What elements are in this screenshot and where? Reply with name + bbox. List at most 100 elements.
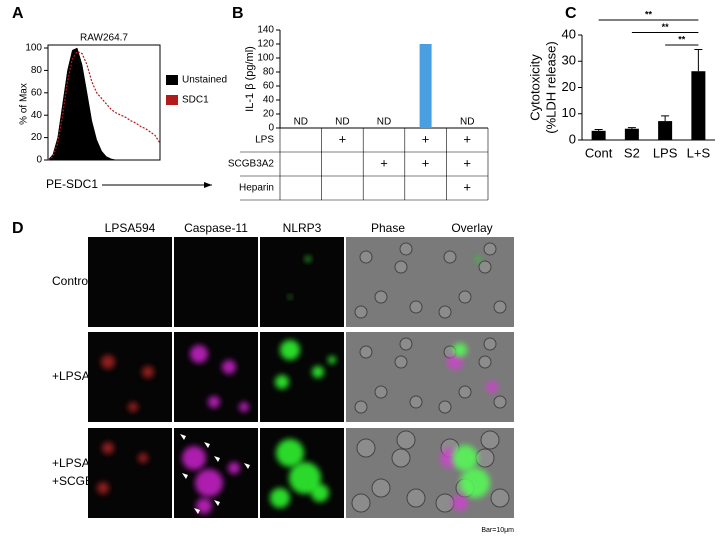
- cell-outline: [409, 300, 423, 314]
- y-tick-label: 40: [263, 95, 275, 106]
- fluorescence: [289, 462, 321, 494]
- x-tick-label: S2: [624, 145, 640, 160]
- cell-outline: [374, 385, 388, 399]
- bar: [419, 44, 432, 128]
- y-tick-label: 140: [257, 25, 274, 36]
- fluorescence: [288, 295, 292, 299]
- fluorescence: [280, 340, 300, 360]
- y-axis-label: Cytotoxicity: [527, 54, 542, 121]
- legend-label: Unstained: [182, 75, 227, 86]
- significance-label: **: [662, 22, 670, 32]
- y-tick-label: 30: [562, 53, 576, 68]
- y-tick-label: 40: [562, 26, 576, 41]
- panel-label: C: [565, 5, 577, 22]
- y-tick-label: 0: [268, 123, 274, 134]
- cell-outline: [359, 250, 373, 264]
- scale-bar-label: Bar=10μm: [481, 527, 514, 534]
- fluorescence: [276, 439, 304, 467]
- cell-outline: [399, 242, 413, 256]
- micrograph: [346, 332, 430, 422]
- bar: [624, 128, 639, 140]
- y-tick-label: 20: [562, 79, 576, 94]
- legend-swatch: [166, 95, 178, 105]
- fluorescence: [270, 488, 290, 508]
- cell-outline: [391, 448, 411, 468]
- bar: [658, 121, 673, 140]
- x-tick-label: L+S: [687, 145, 711, 160]
- table-cell: +: [463, 155, 471, 170]
- y-tick-label: 100: [25, 43, 42, 54]
- panel-label: D: [12, 220, 24, 237]
- value-label: ND: [294, 117, 308, 128]
- table-cell: +: [463, 131, 471, 146]
- row-label: SCGB3A2: [228, 159, 275, 170]
- cell-outline: [374, 290, 388, 304]
- micrograph-bg: [88, 428, 172, 518]
- cell-outline: [478, 260, 492, 274]
- fluorescence: [239, 402, 249, 412]
- micrograph: [346, 428, 430, 518]
- fluorescence: [486, 381, 498, 393]
- fluorescence: [102, 442, 114, 454]
- error-bar: [694, 48, 703, 72]
- arrowhead: [194, 508, 200, 514]
- micrograph: [260, 428, 344, 518]
- cell-outline: [438, 400, 452, 414]
- y-tick-label: 0: [569, 131, 576, 146]
- panel-label: A: [12, 5, 24, 22]
- cell-outline: [458, 385, 472, 399]
- cell-outline: [396, 430, 416, 450]
- cell-outline: [493, 300, 507, 314]
- fluorescence: [101, 355, 115, 369]
- micrograph-bg: [260, 237, 344, 327]
- cell-outline: [394, 260, 408, 274]
- fluorescence: [182, 446, 206, 470]
- error-bar: [594, 129, 603, 131]
- fluorescence: [452, 445, 478, 471]
- value-label: ND: [377, 117, 391, 128]
- cell-outline: [438, 305, 452, 319]
- y-tick-label: 20: [263, 109, 275, 120]
- table-cell: +: [339, 131, 347, 146]
- row-label: Heparin: [239, 183, 274, 194]
- fluorescence: [460, 468, 490, 498]
- y-tick-label: 120: [257, 39, 274, 50]
- bar: [591, 130, 606, 140]
- fluorescence: [328, 356, 336, 364]
- y-axis-label: % of Max: [19, 83, 30, 125]
- cell-outline: [371, 478, 391, 498]
- arrowhead: [244, 463, 250, 469]
- legend-label: SDC1: [182, 95, 209, 106]
- cell-outline: [399, 337, 413, 351]
- arrowhead: [182, 473, 188, 479]
- chart-title: RAW264.7: [80, 33, 128, 44]
- arrowhead: [214, 456, 220, 462]
- panel-label: B: [232, 5, 244, 22]
- cell-outline: [443, 250, 457, 264]
- histogram-line: [47, 47, 160, 161]
- fluorescence: [453, 343, 467, 357]
- cell-outline: [354, 400, 368, 414]
- cell-outline: [458, 290, 472, 304]
- error-bar: [627, 127, 636, 129]
- cell-outline: [483, 337, 497, 351]
- value-label: ND: [460, 117, 474, 128]
- micrograph: [88, 428, 172, 518]
- fluorescence: [208, 396, 220, 408]
- cell-outline: [354, 305, 368, 319]
- micrograph-bg: [260, 332, 344, 422]
- arrowhead: [204, 442, 210, 448]
- cell-outline: [356, 438, 376, 458]
- micrograph: [174, 237, 258, 327]
- histogram-line: [47, 50, 161, 161]
- y-tick-label: 20: [31, 132, 43, 143]
- y-tick-label: 80: [31, 65, 43, 76]
- micrograph: [260, 332, 344, 422]
- y-tick-label: 40: [31, 110, 43, 121]
- row-label: Control: [52, 274, 91, 288]
- column-header: LPSA594: [105, 221, 156, 235]
- micrograph: [88, 237, 172, 327]
- y-tick-label: 10: [562, 105, 576, 120]
- fluorescence: [190, 345, 208, 363]
- fluorescence: [475, 256, 481, 262]
